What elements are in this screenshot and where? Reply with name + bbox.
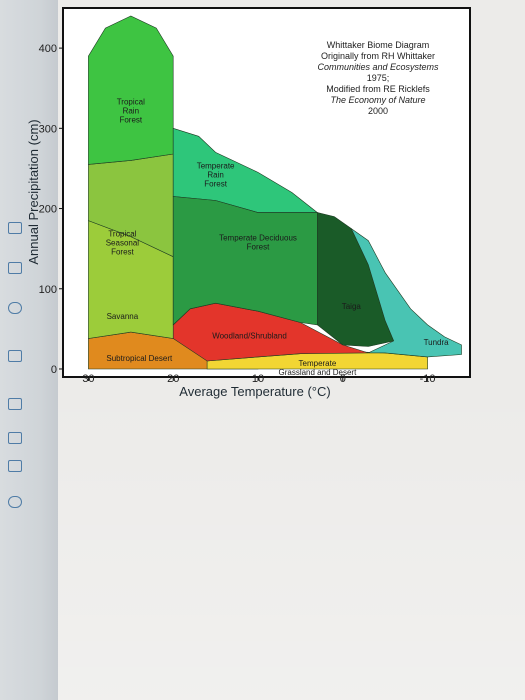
biome-label-temperate-rain-forest: Temperate Rain Forest	[197, 161, 235, 188]
credit-line: 1975;	[367, 73, 390, 83]
x-tick-label: 0	[340, 373, 346, 385]
x-tick-label: 20	[167, 373, 179, 385]
credit-line: Whittaker Biome Diagram	[327, 40, 430, 50]
y-axis-title: Annual Precipitation (cm)	[26, 119, 41, 264]
biome-temperate-deciduous-forest	[172, 196, 318, 326]
edit-icon[interactable]	[8, 460, 22, 472]
y-tick-label: 300	[39, 123, 57, 135]
panel-icon[interactable]	[8, 262, 22, 274]
biome-tropical-rain-forest	[88, 15, 174, 165]
biome-label-temperate-deciduous-forest: Temperate Deciduous Forest	[219, 234, 297, 252]
biome-tundra	[350, 227, 462, 358]
biome-labels: Subtropical Desert Temperate Grassland and…	[106, 97, 450, 377]
calendar-icon[interactable]	[8, 350, 22, 362]
x-axis-title: Average Temperature (°C)	[179, 384, 330, 399]
credit-line: Modified from RE Ricklefs	[326, 84, 430, 94]
people-icon[interactable]	[8, 302, 22, 314]
biome-label-tropical-seasonal-forest: Tropical Seasonal Forest	[106, 230, 140, 257]
biome-label-tundra: Tundra	[424, 338, 450, 347]
credit-line: Communities and Ecosystems	[317, 62, 439, 72]
biome-label-tropical-rain-forest: Tropical Rain Forest	[117, 97, 145, 124]
biome-label-temperate-grassland-and-desert: Temperate Grassland and Desert	[278, 359, 357, 377]
biome-label-savanna: Savanna	[107, 312, 139, 321]
document-icon[interactable]	[8, 432, 22, 444]
credit-line: The Economy of Nature	[330, 95, 425, 105]
y-tick-label: 100	[39, 284, 57, 296]
list-icon[interactable]	[8, 222, 22, 234]
credit-line: 2000	[368, 106, 388, 116]
credit-line: Originally from RH Whittaker	[321, 51, 435, 61]
refresh-icon[interactable]	[8, 496, 22, 508]
side-toolbar	[0, 210, 58, 520]
x-tick-label: -10	[420, 373, 436, 385]
plot-frame	[62, 7, 471, 378]
biome-label-taiga: Taiga	[342, 302, 362, 311]
biome-regions	[88, 15, 462, 370]
x-tick-label: 30	[82, 373, 94, 385]
biome-label-woodland-shrubland: Woodland/Shrubland	[212, 332, 287, 341]
y-tick-label: 400	[39, 43, 57, 55]
biome-label-subtropical-desert: Subtropical Desert	[106, 354, 173, 363]
mail-icon[interactable]	[8, 398, 22, 410]
y-tick-label: 0	[51, 364, 57, 376]
y-tick-label: 200	[39, 204, 57, 216]
x-tick-label: 10	[252, 373, 264, 385]
